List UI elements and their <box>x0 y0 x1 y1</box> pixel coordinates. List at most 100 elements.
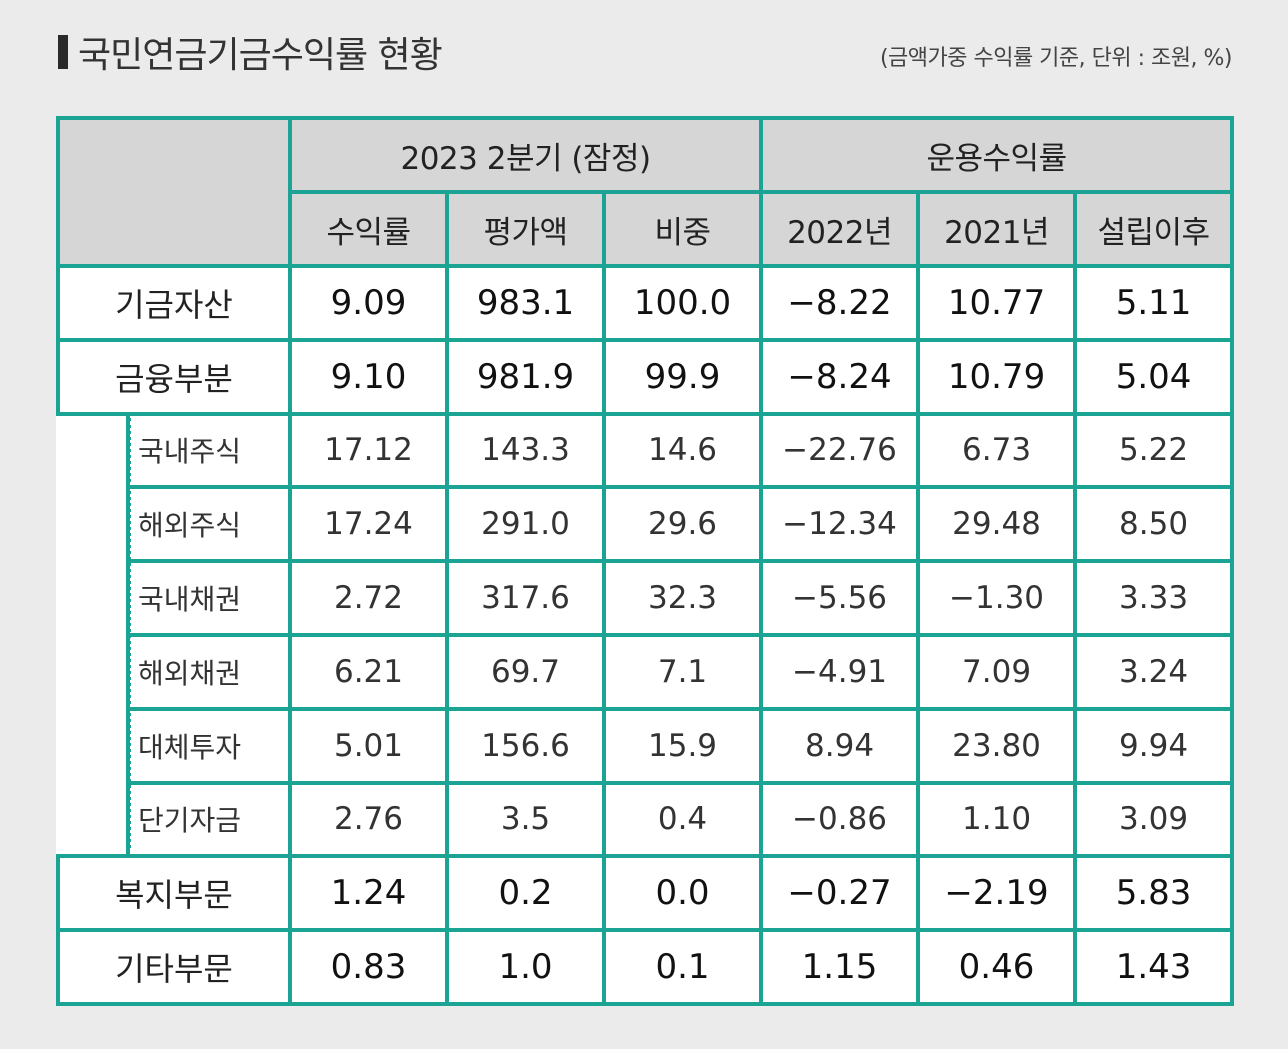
row-label: 국내주식 <box>126 411 292 490</box>
table-row: 금융부분 9.10 981.9 99.9 −8.24 10.79 5.04 <box>56 337 1235 416</box>
table-cell: 7.09 <box>916 632 1078 711</box>
row-label: 해외채권 <box>126 632 292 711</box>
row-label: 금융부분 <box>56 337 292 416</box>
header-corner <box>56 116 292 268</box>
table-cell: −0.86 <box>759 780 921 859</box>
page-title: 국민연금기금수익률 현황 <box>58 26 443 78</box>
table-cell: −8.22 <box>759 264 921 342</box>
table-cell: 8.50 <box>1073 485 1235 564</box>
table-cell: 14.6 <box>601 411 764 490</box>
col-header: 2021년 <box>916 190 1078 268</box>
table-cell: −2.19 <box>916 854 1078 933</box>
group-header-2023q2: 2023 2분기 (잠정) <box>287 116 764 194</box>
table-cell: 100.0 <box>601 264 764 342</box>
table-cell: −8.24 <box>759 337 921 416</box>
group-header-returns: 운용수익률 <box>759 116 1235 194</box>
table-cell: −4.91 <box>759 632 921 711</box>
table-row: 국내채권 2.72 317.6 32.3 −5.56 −1.30 3.33 <box>58 559 1235 637</box>
row-label: 복지부문 <box>56 854 292 933</box>
table-cell: 0.4 <box>601 780 764 859</box>
unit-note: (금액가중 수익률 기준, 단위 : 조원, %) <box>879 46 1233 71</box>
sub-row-indent <box>58 782 130 857</box>
sub-row-indent <box>58 708 130 783</box>
table-cell: 0.1 <box>601 928 764 1006</box>
table-cell: −0.27 <box>759 854 921 933</box>
table-cell: 983.1 <box>445 264 606 342</box>
sub-item-guide-line <box>128 418 131 848</box>
table-row: 국내주식 17.12 143.3 14.6 −22.76 6.73 5.22 <box>58 411 1235 490</box>
table-cell: 0.83 <box>288 928 449 1006</box>
table-cell: 5.83 <box>1073 854 1235 933</box>
col-header: 수익률 <box>288 190 449 268</box>
table-cell: 1.10 <box>916 780 1078 859</box>
table-cell: −1.30 <box>916 559 1078 637</box>
table-cell: 99.9 <box>601 337 764 416</box>
table-cell: 9.94 <box>1073 706 1235 785</box>
row-label: 기타부문 <box>56 928 292 1006</box>
row-label: 국내채권 <box>126 559 292 637</box>
sub-row-indent <box>58 634 130 709</box>
table-cell: 143.3 <box>445 411 606 490</box>
table-cell: 17.12 <box>288 411 449 490</box>
table-cell: 2.72 <box>288 559 449 637</box>
table-cell: 29.6 <box>601 485 764 564</box>
table-cell: 9.10 <box>288 337 449 416</box>
table-row: 기타부문 0.83 1.0 0.1 1.15 0.46 1.43 <box>56 928 1235 1006</box>
sub-row-indent <box>58 487 130 562</box>
table-cell: 0.2 <box>445 854 606 933</box>
table-cell: 29.48 <box>916 485 1078 564</box>
table-cell: 317.6 <box>445 559 606 637</box>
table-cell: 1.0 <box>445 928 606 1006</box>
title-bullet-icon <box>58 35 68 69</box>
table-cell: 5.11 <box>1073 264 1235 342</box>
table-cell: 3.33 <box>1073 559 1235 637</box>
table-cell: 0.0 <box>601 854 764 933</box>
table-cell: 291.0 <box>445 485 606 564</box>
table-cell: 9.09 <box>288 264 449 342</box>
table-row: 복지부문 1.24 0.2 0.0 −0.27 −2.19 5.83 <box>56 854 1235 933</box>
table-cell: −12.34 <box>759 485 921 564</box>
table-cell: 0.46 <box>916 928 1078 1006</box>
table-row: 단기자금 2.76 3.5 0.4 −0.86 1.10 3.09 <box>58 780 1235 859</box>
table-cell: 32.3 <box>601 559 764 637</box>
col-header: 평가액 <box>445 190 606 268</box>
table-cell: −5.56 <box>759 559 921 637</box>
table-cell: 69.7 <box>445 632 606 711</box>
row-label: 단기자금 <box>126 780 292 859</box>
table-cell: 1.24 <box>288 854 449 933</box>
table-row: 해외채권 6.21 69.7 7.1 −4.91 7.09 3.24 <box>58 632 1235 711</box>
table-cell: 7.1 <box>601 632 764 711</box>
table-cell: 5.22 <box>1073 411 1235 490</box>
table-cell: 156.6 <box>445 706 606 785</box>
table-row: 해외주식 17.24 291.0 29.6 −12.34 29.48 8.50 <box>58 485 1235 564</box>
table-cell: 6.21 <box>288 632 449 711</box>
table-cell: 3.24 <box>1073 632 1235 711</box>
table-cell: 8.94 <box>759 706 921 785</box>
table-cell: 1.15 <box>759 928 921 1006</box>
table-cell: 3.09 <box>1073 780 1235 859</box>
table-cell: 3.5 <box>445 780 606 859</box>
table-cell: 5.04 <box>1073 337 1235 416</box>
table-cell: 1.43 <box>1073 928 1235 1006</box>
table-cell: 2.76 <box>288 780 449 859</box>
table-cell: 5.01 <box>288 706 449 785</box>
page-title-text: 국민연금기금수익률 현황 <box>78 35 443 76</box>
table-cell: −22.76 <box>759 411 921 490</box>
row-label: 해외주식 <box>126 485 292 564</box>
table-cell: 15.9 <box>601 706 764 785</box>
return-table: 2023 2분기 (잠정) 운용수익률 수익률 평가액 비중 2022년 202… <box>56 116 1235 1006</box>
sub-row-indent <box>58 413 130 488</box>
table-row: 기금자산 9.09 983.1 100.0 −8.22 10.77 5.11 <box>56 264 1235 342</box>
table-cell: 17.24 <box>288 485 449 564</box>
table-cell: 23.80 <box>916 706 1078 785</box>
table-cell: 10.79 <box>916 337 1078 416</box>
col-header: 비중 <box>601 190 764 268</box>
row-label: 대체투자 <box>126 706 292 785</box>
table-cell: 10.77 <box>916 264 1078 342</box>
table-row: 대체투자 5.01 156.6 15.9 8.94 23.80 9.94 <box>58 706 1235 785</box>
sub-row-indent <box>58 561 130 635</box>
table-cell: 6.73 <box>916 411 1078 490</box>
col-header: 설립이후 <box>1073 190 1235 268</box>
row-label: 기금자산 <box>56 264 292 342</box>
